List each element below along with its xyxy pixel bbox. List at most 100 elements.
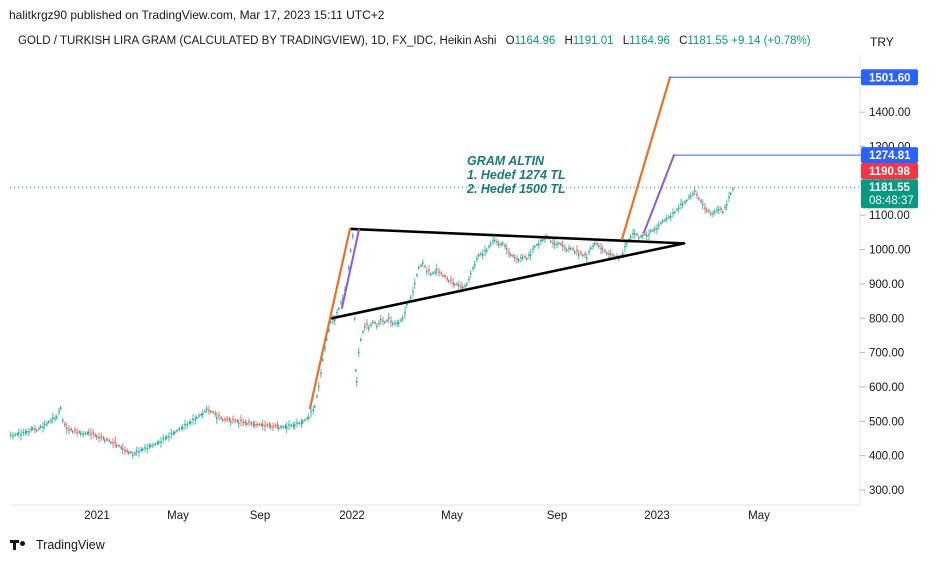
candle-body xyxy=(632,232,634,235)
candle-body xyxy=(24,431,27,433)
candle-body xyxy=(158,441,160,443)
candle-body xyxy=(554,243,556,245)
candle-body xyxy=(274,424,276,427)
candle-body xyxy=(524,255,526,258)
candle-body xyxy=(386,319,388,322)
candle-body xyxy=(326,338,328,341)
candle-body xyxy=(20,434,22,436)
candle-body xyxy=(80,432,82,435)
candle-body xyxy=(466,283,468,286)
candle-body xyxy=(604,250,606,252)
candle-body xyxy=(252,423,255,425)
candle-body xyxy=(276,424,279,427)
candle-body xyxy=(92,432,94,434)
candle-body xyxy=(38,427,40,430)
candle-body xyxy=(94,434,97,436)
candle-body xyxy=(592,245,594,247)
candle-body xyxy=(572,248,574,250)
candle-body xyxy=(330,321,332,324)
candle-body xyxy=(90,433,92,435)
candle-body xyxy=(584,253,586,256)
candle-body xyxy=(172,432,175,435)
candle-body xyxy=(256,424,258,426)
candle-body xyxy=(142,448,144,451)
candle-body xyxy=(104,439,106,442)
candle-body xyxy=(716,209,718,211)
candle-body xyxy=(18,432,20,434)
candle-body xyxy=(542,239,544,241)
x-tick-label: Sep xyxy=(547,510,567,522)
candle-body xyxy=(298,422,300,425)
candle-body xyxy=(282,426,284,428)
candle-body xyxy=(288,424,290,426)
candle-body xyxy=(690,195,692,197)
candle-body xyxy=(470,272,472,275)
candle-body xyxy=(582,254,584,257)
x-tick-label: Sep xyxy=(250,510,270,522)
candle-body xyxy=(40,426,42,428)
candle-body xyxy=(114,441,116,443)
candle-body xyxy=(726,204,728,206)
candle-body xyxy=(88,431,90,434)
candle-body xyxy=(702,203,704,206)
candle-body xyxy=(478,254,480,256)
candle-body xyxy=(692,193,694,195)
candle-body xyxy=(564,247,566,249)
candle-body xyxy=(468,278,470,281)
candle-body xyxy=(168,436,170,438)
symbol-title: GOLD / TURKISH LIRA GRAM (CALCULATED BY … xyxy=(18,35,497,47)
candle-body xyxy=(662,220,664,222)
candle-body xyxy=(496,241,498,243)
y-tick-label: 500.00 xyxy=(869,416,904,428)
close-label: C xyxy=(679,35,688,47)
candle-body xyxy=(14,433,16,436)
candle-body xyxy=(606,252,608,255)
candle-body xyxy=(668,216,670,218)
candle-body xyxy=(476,257,478,260)
candle-body xyxy=(376,325,378,327)
candle-body xyxy=(32,427,34,430)
low-label: L xyxy=(622,35,630,47)
candle-body xyxy=(422,262,424,264)
symbol-legend: GOLD / TURKISH LIRA GRAM (CALCULATED BY … xyxy=(18,35,811,47)
candle-body xyxy=(392,323,394,325)
candle-body xyxy=(354,318,356,320)
candle-body xyxy=(598,245,600,248)
high-label: H xyxy=(564,35,573,47)
candle-body xyxy=(498,243,500,246)
candle-body xyxy=(560,243,562,245)
tradingview-footer: TradingView xyxy=(10,538,105,552)
candle-body xyxy=(456,283,458,285)
candle-body xyxy=(110,441,112,444)
candle-body xyxy=(304,419,306,421)
candle-body xyxy=(666,217,668,220)
candle-body xyxy=(366,323,368,326)
candle-body xyxy=(436,268,438,271)
candle-body xyxy=(594,243,596,245)
candle-body xyxy=(176,430,178,432)
candle-body xyxy=(522,256,524,259)
candle-body xyxy=(532,248,534,250)
candle-body xyxy=(284,425,287,428)
candle-body xyxy=(472,267,474,269)
candle-body xyxy=(556,244,558,246)
y-tick-label: 300.00 xyxy=(869,485,904,497)
candle-body xyxy=(686,199,688,202)
price-tag xyxy=(861,69,918,86)
candle-body xyxy=(724,206,726,208)
candle-body xyxy=(100,436,102,438)
candle-body xyxy=(188,422,191,424)
candle-body xyxy=(638,237,640,239)
candle-body xyxy=(664,219,666,221)
candle-body xyxy=(82,433,84,435)
candle-body xyxy=(396,322,398,325)
candle-body xyxy=(558,242,560,245)
y-tick-label: 1000.00 xyxy=(869,245,911,257)
triangle-upper-line xyxy=(349,227,686,245)
candle-body xyxy=(482,254,484,256)
y-tick-label: 900.00 xyxy=(869,279,904,291)
candle-body xyxy=(238,422,240,425)
candle-body xyxy=(382,320,384,322)
candle-body xyxy=(608,253,610,255)
